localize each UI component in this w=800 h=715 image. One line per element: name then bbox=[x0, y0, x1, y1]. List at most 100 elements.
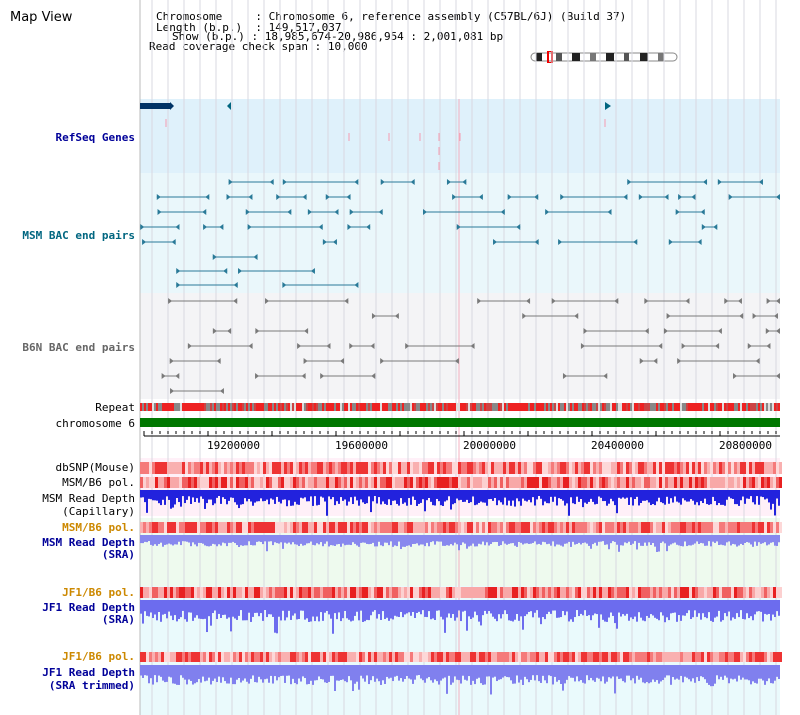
read-depth-bar bbox=[742, 665, 744, 678]
read-depth-bar bbox=[388, 490, 390, 500]
read-depth-bar bbox=[410, 535, 412, 547]
polymorphism-cell bbox=[392, 587, 395, 598]
polymorphism-cell bbox=[512, 462, 515, 474]
bac-end-arrow bbox=[169, 358, 174, 364]
repeat-segment bbox=[330, 403, 332, 411]
read-depth-bar bbox=[572, 535, 574, 542]
read-depth-bar bbox=[312, 600, 314, 617]
polymorphism-cell bbox=[359, 462, 362, 474]
msm-depth-sra-label-1[interactable]: MSM Read Depth bbox=[42, 536, 135, 549]
read-depth-bar bbox=[574, 665, 576, 682]
read-depth-bar bbox=[442, 490, 444, 506]
read-depth-bar bbox=[506, 535, 508, 545]
repeat-segment bbox=[576, 403, 578, 411]
dbsnp-label[interactable]: dbSNP(Mouse) bbox=[55, 461, 135, 474]
polymorphism-cell bbox=[773, 652, 776, 662]
read-depth-bar bbox=[424, 665, 426, 683]
b6n-bac-label[interactable]: B6N BAC end pairs bbox=[22, 341, 135, 354]
read-depth-bar bbox=[614, 600, 616, 624]
polymorphism-cell bbox=[356, 477, 359, 488]
msm-depth-capillary-label-1[interactable]: MSM Read Depth bbox=[42, 492, 135, 505]
polymorphism-cell bbox=[533, 522, 536, 533]
read-depth-bar bbox=[774, 665, 776, 681]
polymorphism-cell bbox=[530, 587, 533, 598]
polymorphism-cell bbox=[542, 587, 545, 598]
polymorphism-cell bbox=[269, 477, 272, 488]
read-depth-bar bbox=[686, 600, 688, 614]
polymorphism-cell bbox=[575, 587, 578, 598]
refseq-genes-label[interactable]: RefSeq Genes bbox=[55, 131, 135, 144]
read-depth-bar bbox=[310, 490, 312, 497]
read-depth-bar bbox=[418, 535, 420, 546]
read-depth-bar bbox=[594, 665, 596, 682]
polymorphism-cell bbox=[557, 652, 560, 662]
jf1-depth-sra-label-1[interactable]: JF1 Read Depth bbox=[42, 601, 135, 614]
polymorphism-cell bbox=[515, 477, 518, 488]
msm-b6-pol-sra-label[interactable]: MSM/B6 pol. bbox=[62, 521, 135, 534]
read-depth-bar bbox=[162, 665, 164, 681]
read-depth-bar bbox=[622, 490, 624, 498]
polymorphism-cell bbox=[320, 462, 323, 474]
polymorphism-cell bbox=[182, 587, 185, 598]
repeat-segment bbox=[444, 403, 446, 411]
read-depth-bar bbox=[580, 535, 582, 545]
polymorphism-cell bbox=[761, 477, 764, 488]
read-depth-bar bbox=[654, 535, 656, 547]
jf1-b6-pol-trim-label[interactable]: JF1/B6 pol. bbox=[62, 650, 135, 663]
jf1-b6-pol-label[interactable]: JF1/B6 pol. bbox=[62, 586, 135, 599]
read-depth-bar bbox=[148, 600, 150, 617]
read-depth-bar bbox=[356, 600, 358, 612]
polymorphism-cell bbox=[371, 477, 374, 488]
jf1-depth-trim-label-1[interactable]: JF1 Read Depth bbox=[42, 666, 135, 679]
bac-end-arrow bbox=[303, 358, 308, 364]
msm-b6-pol-label[interactable]: MSM/B6 pol. bbox=[62, 476, 135, 489]
read-depth-bar bbox=[144, 600, 146, 612]
repeat-segment bbox=[150, 403, 152, 411]
read-depth-bar bbox=[516, 535, 518, 547]
chromosome-bar bbox=[140, 418, 780, 427]
polymorphism-cell bbox=[608, 652, 611, 662]
msm-bac-label[interactable]: MSM BAC end pairs bbox=[22, 229, 135, 242]
read-depth-bar bbox=[250, 535, 252, 545]
read-depth-bar bbox=[588, 535, 590, 546]
read-depth-bar bbox=[608, 600, 610, 618]
repeat-segment bbox=[590, 403, 592, 411]
polymorphism-cell bbox=[659, 462, 662, 474]
bac-end-arrow bbox=[140, 224, 145, 230]
read-depth-bar bbox=[224, 665, 226, 682]
polymorphism-cell bbox=[431, 462, 434, 474]
read-depth-bar bbox=[300, 665, 302, 682]
polymorphism-cell bbox=[164, 522, 167, 533]
read-depth-bar bbox=[192, 490, 194, 498]
read-depth-bar bbox=[432, 490, 434, 506]
polymorphism-cell bbox=[284, 522, 287, 533]
polymorphism-cell bbox=[365, 477, 368, 488]
read-depth-bar bbox=[172, 600, 174, 621]
repeat-segment bbox=[368, 403, 370, 411]
polymorphism-cell bbox=[686, 462, 689, 474]
polymorphism-cell bbox=[311, 462, 314, 474]
polymorphism-cell bbox=[212, 587, 215, 598]
read-depth-bar bbox=[734, 600, 736, 619]
polymorphism-cell bbox=[179, 462, 182, 474]
read-depth-bar bbox=[498, 600, 500, 615]
read-depth-bar bbox=[162, 490, 164, 500]
polymorphism-cell bbox=[326, 652, 329, 662]
read-depth-bar bbox=[640, 600, 642, 618]
read-depth-bar bbox=[632, 490, 634, 506]
polymorphism-cell bbox=[692, 462, 695, 474]
repeat-segment bbox=[580, 403, 582, 411]
polymorphism-cell bbox=[560, 652, 563, 662]
polymorphism-cell bbox=[752, 477, 755, 488]
repeat-segment bbox=[426, 403, 428, 411]
read-depth-bar bbox=[148, 490, 150, 499]
polymorphism-cell bbox=[743, 477, 746, 488]
read-depth-bar bbox=[610, 535, 612, 544]
polymorphism-cell bbox=[341, 522, 344, 533]
repeat-segment bbox=[706, 403, 708, 411]
read-depth-bar bbox=[372, 600, 374, 612]
repeat-segment bbox=[216, 403, 218, 411]
polymorphism-cell bbox=[428, 522, 431, 533]
read-depth-bar bbox=[652, 665, 654, 680]
read-depth-bar bbox=[206, 535, 208, 547]
